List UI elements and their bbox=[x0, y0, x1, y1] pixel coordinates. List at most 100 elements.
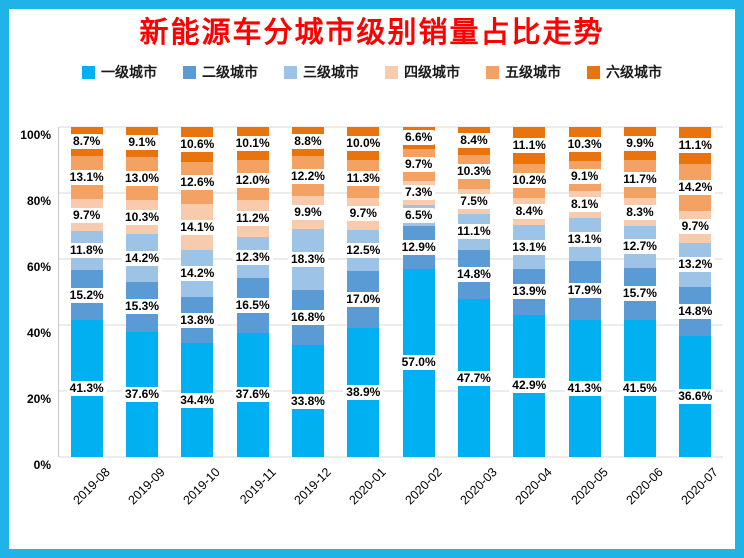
segment-label: 12.2% bbox=[287, 168, 328, 184]
bar-segment: 13.8% bbox=[177, 297, 218, 344]
segment-label: 12.7% bbox=[619, 239, 660, 255]
segment-label: 11.1% bbox=[675, 137, 715, 153]
x-tick-cell: 2019-08 bbox=[70, 461, 112, 521]
legend-label: 二级城市 bbox=[202, 64, 258, 80]
bar-segment: 10.6% bbox=[177, 127, 218, 163]
legend-item: 六级城市 bbox=[587, 62, 662, 82]
bar-segment: 13.9% bbox=[509, 268, 550, 315]
segment-label: 37.6% bbox=[232, 387, 273, 403]
y-tick-label: 60% bbox=[26, 260, 51, 274]
legend-label: 四级城市 bbox=[404, 64, 460, 80]
bar-segment: 16.5% bbox=[232, 277, 273, 333]
bar-segment: 13.1% bbox=[509, 225, 550, 269]
gridline bbox=[59, 390, 723, 392]
segment-label: 6.6% bbox=[401, 130, 436, 146]
bar-segment: 8.3% bbox=[623, 198, 657, 226]
segment-label: 37.6% bbox=[121, 387, 162, 403]
segment-label: 10.0% bbox=[343, 136, 384, 152]
bar-segment: 36.6% bbox=[675, 335, 716, 457]
segment-label: 12.3% bbox=[232, 250, 273, 266]
y-axis-line bbox=[58, 127, 59, 457]
gridline bbox=[59, 258, 723, 260]
y-tick-label: 80% bbox=[26, 194, 51, 208]
segment-label: 10.3% bbox=[121, 209, 162, 225]
segment-label: 12.5% bbox=[343, 243, 384, 259]
segment-label: 14.8% bbox=[453, 267, 494, 283]
gridline bbox=[59, 324, 723, 326]
x-tick-cell: 2020-07 bbox=[679, 461, 721, 521]
x-axis-labels: 2019-08 2019-09 2019-10 2019-11 2019-12 2020-… bbox=[59, 461, 723, 521]
legend-label: 五级城市 bbox=[505, 64, 561, 80]
bar-segment: 12.3% bbox=[232, 237, 273, 278]
legend: 一级城市 二级城市 三级城市 四级城市 五级城市 六级城市 bbox=[9, 63, 735, 81]
bar-segment: 12.6% bbox=[177, 162, 218, 204]
bar-segment: 15.3% bbox=[121, 281, 162, 333]
bar-segment: 11.2% bbox=[232, 200, 273, 238]
bar-segment: 14.2% bbox=[121, 234, 162, 282]
segment-label: 17.0% bbox=[343, 292, 384, 308]
y-tick-label: 100% bbox=[20, 128, 51, 142]
x-tick-cell: 2019-10 bbox=[181, 461, 223, 521]
bar-segment: 38.9% bbox=[343, 327, 384, 457]
bar-segment: 8.7% bbox=[69, 127, 104, 156]
segment-label: 8.7% bbox=[69, 133, 104, 149]
chart-title: 新能源车分城市级别销量占比走势 bbox=[139, 17, 605, 49]
bar-segment: 18.3% bbox=[287, 229, 328, 290]
segment-label: 9.7% bbox=[346, 206, 380, 222]
bar-segment: 9.7% bbox=[346, 197, 380, 230]
legend-item: 三级城市 bbox=[284, 62, 359, 82]
segment-label: 16.5% bbox=[232, 297, 273, 313]
segment-label: 14.8% bbox=[675, 303, 716, 319]
bar-segment: 15.7% bbox=[619, 267, 660, 320]
legend-swatch-icon bbox=[284, 65, 297, 79]
bar-segment: 6.6% bbox=[401, 127, 436, 149]
segment-label: 7.5% bbox=[457, 193, 491, 209]
bar-segment: 13.2% bbox=[675, 242, 716, 287]
bar-segment: 11.1% bbox=[675, 127, 715, 164]
bar-segment: 10.2% bbox=[509, 163, 550, 198]
bar-segment: 9.7% bbox=[401, 148, 436, 181]
bar: 38.9% 17.0% 12.5% 9.7% 11.3% 10.0% bbox=[343, 127, 384, 457]
segment-label: 10.6% bbox=[177, 137, 218, 153]
bar: 47.7% 14.8% 11.1% 7.5% 10.3% 8.4% bbox=[453, 127, 494, 457]
bar-segment: 8.4% bbox=[512, 197, 546, 226]
x-tick-label: 2020-03 bbox=[457, 465, 500, 508]
bar-segment: 41.5% bbox=[619, 319, 660, 457]
segment-label: 42.9% bbox=[509, 378, 550, 394]
bar: 41.5% 15.7% 12.7% 8.3% 11.7% 9.9% bbox=[619, 127, 660, 457]
x-tick-cell: 2020-03 bbox=[458, 461, 500, 521]
segment-label: 41.5% bbox=[619, 380, 660, 396]
x-tick-cell: 2019-09 bbox=[126, 461, 168, 521]
segment-label: 47.7% bbox=[453, 370, 494, 386]
segment-label: 13.8% bbox=[177, 312, 218, 328]
bar-segment: 8.8% bbox=[291, 127, 325, 157]
bar-segment: 12.2% bbox=[287, 156, 328, 197]
segment-label: 12.0% bbox=[232, 172, 273, 188]
bar-segment: 9.7% bbox=[678, 210, 712, 243]
segment-label: 9.7% bbox=[69, 207, 104, 223]
bar-segment: 12.9% bbox=[398, 226, 439, 269]
segment-label: 18.3% bbox=[287, 251, 328, 267]
y-tick-label: 0% bbox=[33, 458, 51, 472]
bar-segment: 10.3% bbox=[453, 154, 494, 189]
plot-area: 0% 20% 40% 60% 80% 100% 41.3% 15.2% 11.8% 9.7% 13.… bbox=[20, 126, 723, 472]
bar: 37.6% 16.5% 12.3% 11.2% 12.0% 10.1% bbox=[232, 126, 273, 457]
bar-segment: 7.5% bbox=[457, 188, 491, 214]
y-tick-label: 40% bbox=[26, 326, 51, 340]
segment-label: 8.1% bbox=[567, 197, 602, 213]
x-tick-label: 2019-12 bbox=[291, 465, 334, 508]
segment-label: 11.7% bbox=[620, 171, 660, 187]
segment-label: 38.9% bbox=[343, 384, 384, 400]
bar-segment: 33.8% bbox=[287, 345, 328, 457]
segment-label: 36.6% bbox=[675, 388, 716, 404]
segment-label: 13.1% bbox=[66, 169, 107, 185]
bar-segment: 11.1% bbox=[509, 127, 549, 164]
bar-segment: 14.8% bbox=[675, 286, 716, 336]
segment-label: 10.1% bbox=[232, 136, 273, 152]
legend-swatch-icon bbox=[385, 65, 398, 79]
segment-label: 13.0% bbox=[121, 171, 162, 187]
bar-segment: 7.3% bbox=[401, 180, 436, 205]
bar-segment: 16.8% bbox=[287, 289, 328, 346]
bar-segment: 57.0% bbox=[398, 268, 439, 457]
segment-label: 41.3% bbox=[66, 381, 107, 397]
